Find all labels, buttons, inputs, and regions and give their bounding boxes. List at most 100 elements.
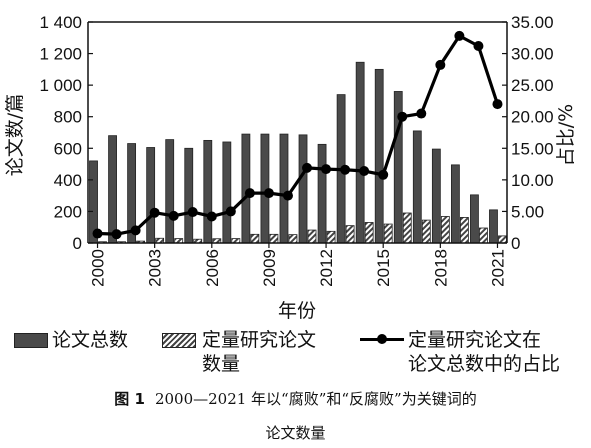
share-point-2021: [492, 99, 503, 110]
share-series: [92, 30, 503, 240]
y-right-tick-label: 35.00: [511, 13, 554, 32]
bar-quantitative-2014: [364, 222, 374, 244]
figure-caption: 图 1 2000—2021 年以“腐败”和“反腐败”为关键词的: [0, 388, 591, 409]
bar-quantitative-2016: [402, 212, 412, 244]
figure-caption-line1: 2000—2021 年以“腐败”和“反腐败”为关键词的: [154, 390, 477, 408]
quantitative-papers-series: [98, 212, 507, 244]
x-tick-label: 2015: [374, 249, 393, 287]
y-left-tick-label: 1 200: [39, 45, 82, 64]
legend: 论文总数 定量研究论文 数量 定量研究论文在 论文总数中的占比: [14, 328, 584, 380]
share-point-2019: [454, 30, 465, 41]
bar-total-2020: [470, 194, 479, 244]
bar-swatch-icon: [14, 333, 48, 348]
bar-total-2019: [450, 164, 460, 244]
legend-label-total-papers: 论文总数: [52, 329, 129, 351]
share-point-2002: [130, 225, 141, 236]
bar-quantitative-2017: [421, 219, 431, 244]
legend-item-quantitative-papers: 定量研究论文 数量: [162, 328, 316, 376]
y-left-tick-label: 0: [73, 234, 82, 253]
bar-quantitative-2015: [383, 223, 393, 244]
bar-quantitative-2011: [307, 229, 317, 244]
y-left-tick-label: 1 000: [39, 76, 82, 95]
bar-total-2012: [317, 143, 327, 244]
share-point-2008: [244, 188, 255, 199]
share-point-2009: [263, 188, 274, 199]
bar-quantitative-2009: [269, 233, 279, 244]
y-left-tick-label: 200: [54, 202, 82, 221]
line-marker-swatch-icon: [360, 328, 404, 348]
legend-item-total-papers: 论文总数: [14, 328, 128, 352]
y-right-tick-label: 20.00: [511, 108, 554, 127]
share-line: [97, 34, 499, 236]
x-tick-label: 2009: [260, 249, 279, 287]
bar-total-2004: [165, 139, 175, 244]
legend-label-quantitative-line1: 定量研究论文: [202, 329, 317, 351]
bar-quantitative-2012: [326, 230, 336, 244]
share-point-2014: [359, 166, 370, 177]
bar-total-2006: [203, 139, 213, 244]
share-point-2004: [168, 210, 179, 221]
share-point-2020: [473, 40, 484, 51]
x-tick-label: 2018: [431, 249, 450, 287]
x-tick-label: 2000: [89, 249, 108, 287]
bar-total-2010: [279, 133, 289, 244]
x-tick-label: 2021: [488, 249, 507, 287]
legend-label-share-line2: 论文总数中的占比: [408, 353, 561, 375]
x-tick-label: 2003: [146, 249, 165, 287]
y-left-tick-label: 800: [54, 108, 82, 127]
y-left-tick-label: 1 400: [39, 13, 82, 32]
share-point-2015: [378, 169, 389, 180]
legend-label-quantitative-line2: 数量: [202, 353, 241, 375]
y-right-tick-label: 15.00: [511, 139, 554, 158]
bar-quantitative-2008: [250, 233, 260, 244]
bar-quantitative-2021: [498, 235, 507, 244]
figure-label: 图 1: [114, 390, 145, 408]
bar-quantitative-2010: [288, 234, 298, 244]
legend-item-share: 定量研究论文在 论文总数中的占比: [360, 328, 560, 376]
bar-total-2003: [146, 147, 156, 244]
share-point-2016: [397, 111, 408, 122]
share-point-2018: [435, 59, 446, 70]
bar-quantitative-2018: [440, 216, 450, 244]
share-point-2012: [321, 164, 332, 175]
share-point-2017: [416, 108, 427, 119]
share-point-2001: [111, 229, 122, 240]
y-right-tick-label: 0: [511, 234, 520, 253]
bar-quantitative-2019: [459, 217, 469, 244]
share-point-2003: [149, 207, 160, 218]
bar-total-2014: [355, 61, 365, 244]
y-axis-right-title: 占比/%: [555, 104, 577, 166]
bar-total-2021: [489, 209, 498, 244]
share-point-2000: [92, 228, 103, 239]
bar-total-2017: [412, 130, 422, 244]
y-left-tick-label: 400: [54, 171, 82, 190]
share-point-2013: [340, 164, 351, 175]
y-right-tick-label: 5.00: [511, 202, 544, 221]
y-right-tick-label: 25.00: [511, 76, 554, 95]
x-axis-title: 年份: [278, 300, 316, 322]
bar-total-2005: [184, 147, 194, 244]
x-tick-label: 2012: [317, 249, 336, 287]
share-point-2011: [302, 162, 313, 173]
share-point-2007: [225, 206, 236, 217]
y-right-tick-label: 30.00: [511, 45, 554, 64]
share-point-2010: [282, 190, 293, 201]
bar-quantitative-2020: [479, 227, 488, 244]
bar-total-2015: [374, 68, 384, 244]
share-point-2006: [206, 211, 217, 222]
bar-total-2011: [298, 134, 308, 244]
tick-labels: 0 200 400 600 800 1 000 1 200 1 400 0 5.00 10.00 15…: [39, 13, 553, 287]
x-tick-label: 2006: [203, 249, 222, 287]
legend-label-share-line1: 定量研究论文在: [408, 329, 542, 351]
share-point-2005: [187, 207, 198, 218]
hatched-bar-swatch-icon: [162, 333, 196, 348]
chart-canvas: 0 200 400 600 800 1 000 1 200 1 400 0 5.00 10.00 15…: [4, 13, 577, 322]
bar-total-2001: [108, 135, 117, 244]
y-right-tick-label: 10.00: [511, 171, 554, 190]
bar-quantitative-2013: [345, 225, 355, 244]
y-axis-left-title: 论文数/篇: [4, 94, 26, 176]
figure-caption-line2: 论文数量: [265, 424, 326, 442]
bar-total-2007: [222, 141, 232, 244]
axes: [87, 21, 508, 248]
y-left-tick-label: 600: [54, 139, 82, 158]
